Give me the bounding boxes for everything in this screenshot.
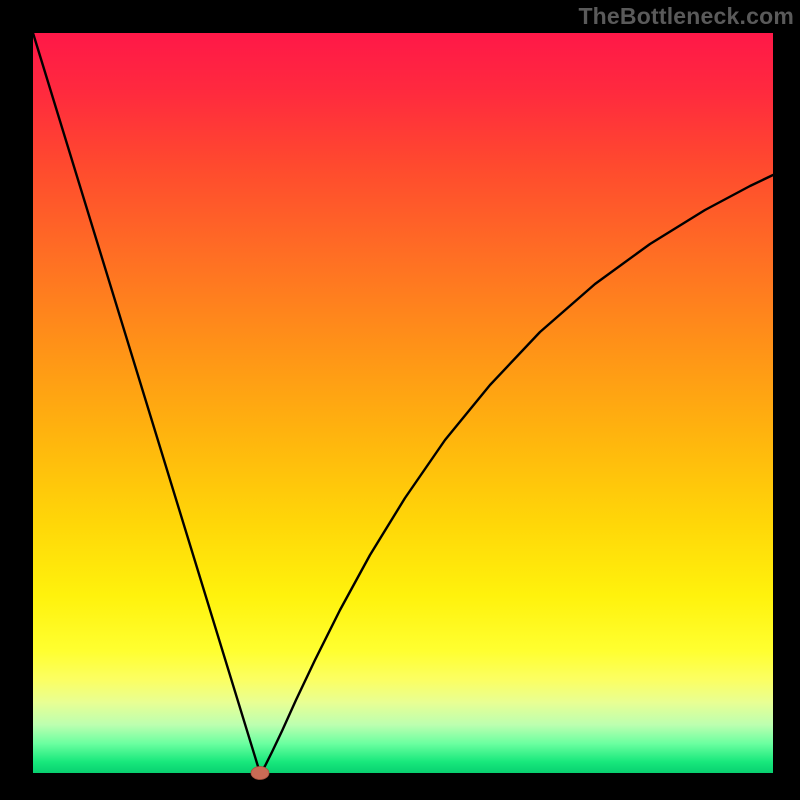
optimal-point-marker [251, 767, 269, 780]
chart-plot-background [33, 33, 773, 773]
bottleneck-chart [0, 0, 800, 800]
chart-container: TheBottleneck.com [0, 0, 800, 800]
watermark-text: TheBottleneck.com [578, 3, 794, 30]
